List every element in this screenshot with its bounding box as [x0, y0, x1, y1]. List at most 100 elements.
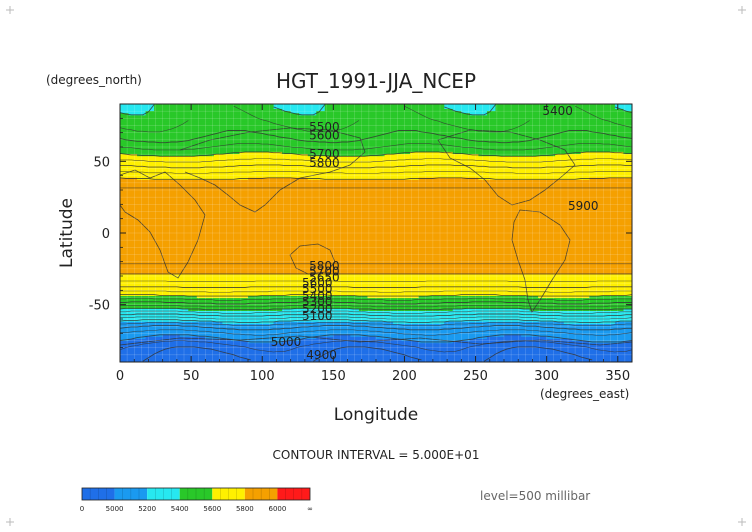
height-cell	[171, 220, 181, 223]
height-cell	[350, 299, 360, 303]
height-cell	[367, 297, 377, 301]
height-cell	[316, 353, 326, 357]
height-cell	[401, 121, 411, 124]
height-cell	[376, 116, 386, 120]
height-cell	[376, 123, 386, 127]
height-cell	[188, 142, 198, 146]
height-cell	[376, 162, 386, 165]
height-cell	[171, 222, 181, 225]
height-cell	[213, 338, 223, 342]
height-cell	[290, 185, 300, 189]
height-cell	[401, 140, 411, 144]
height-cell	[265, 226, 275, 230]
height-cell	[154, 196, 164, 200]
height-cell	[290, 114, 300, 118]
height-cell	[137, 276, 147, 279]
height-cell	[137, 353, 147, 357]
height-cell	[358, 187, 369, 191]
height-cell	[376, 194, 386, 198]
height-cell	[248, 295, 258, 299]
height-cell	[461, 286, 471, 290]
height-cell	[393, 271, 403, 275]
height-cell	[239, 142, 249, 146]
height-cell	[452, 248, 462, 251]
height-cell	[154, 325, 164, 329]
height-cell	[393, 209, 403, 213]
height-cell	[418, 252, 428, 256]
height-cell	[469, 239, 479, 243]
height-cell	[222, 288, 232, 292]
height-cell	[444, 334, 454, 337]
height-cell	[282, 291, 292, 294]
height-cell	[316, 224, 326, 228]
height-cell	[282, 129, 292, 133]
height-cell	[341, 359, 351, 362]
height-cell	[196, 314, 206, 318]
height-cell	[461, 280, 471, 284]
height-cell	[299, 202, 309, 206]
height-cell	[171, 351, 181, 354]
height-cell	[213, 164, 223, 167]
height-cell	[307, 230, 317, 234]
height-cell	[137, 256, 147, 260]
height-cell	[128, 316, 138, 320]
height-cell	[350, 177, 360, 180]
height-cell	[162, 314, 172, 318]
height-cell	[316, 134, 326, 137]
height-cell	[282, 127, 292, 131]
height-cell	[316, 220, 326, 223]
height-cell	[171, 119, 181, 122]
height-cell	[316, 215, 326, 219]
height-cell	[427, 256, 437, 260]
height-cell	[120, 269, 130, 273]
height-cell	[248, 327, 258, 331]
height-cell	[222, 159, 232, 163]
height-cell	[213, 155, 223, 159]
height-cell	[393, 241, 403, 245]
height-cell	[452, 237, 462, 241]
height-cell	[384, 342, 394, 346]
height-cell	[120, 123, 130, 127]
height-cell	[384, 334, 394, 337]
height-cell	[393, 159, 403, 163]
height-cell	[393, 140, 403, 144]
height-cell	[376, 357, 386, 361]
height-cell	[171, 211, 181, 215]
height-cell	[401, 258, 411, 262]
height-cell	[452, 196, 462, 200]
height-cell	[196, 351, 206, 354]
height-cell	[452, 303, 462, 307]
height-cell	[461, 344, 471, 348]
height-cell	[282, 104, 292, 107]
height-cell	[393, 194, 403, 198]
height-cell	[196, 359, 206, 362]
height-cell	[188, 340, 198, 344]
height-cell	[213, 125, 223, 129]
height-cell	[179, 190, 189, 193]
height-cell	[290, 276, 300, 279]
height-cell	[410, 142, 420, 146]
height-cell	[179, 243, 189, 247]
height-cell	[145, 353, 155, 357]
height-cell	[248, 116, 258, 120]
height-cell	[469, 310, 479, 314]
height-cell	[239, 136, 249, 139]
height-cell	[427, 306, 437, 309]
height-cell	[427, 299, 437, 303]
height-cell	[307, 226, 317, 230]
height-cell	[282, 342, 292, 346]
height-cell	[273, 134, 283, 137]
height-cell	[333, 353, 343, 357]
height-cell	[401, 138, 411, 142]
height-cell	[213, 217, 223, 221]
height-cell	[282, 351, 292, 354]
height-cell	[154, 241, 164, 245]
height-cell	[222, 230, 232, 234]
height-cell	[401, 192, 411, 195]
height-cell	[367, 215, 377, 219]
height-cell	[444, 114, 454, 118]
height-cell	[435, 280, 445, 284]
height-cell	[316, 299, 326, 303]
height-cell	[256, 213, 266, 217]
height-cell	[427, 222, 437, 225]
